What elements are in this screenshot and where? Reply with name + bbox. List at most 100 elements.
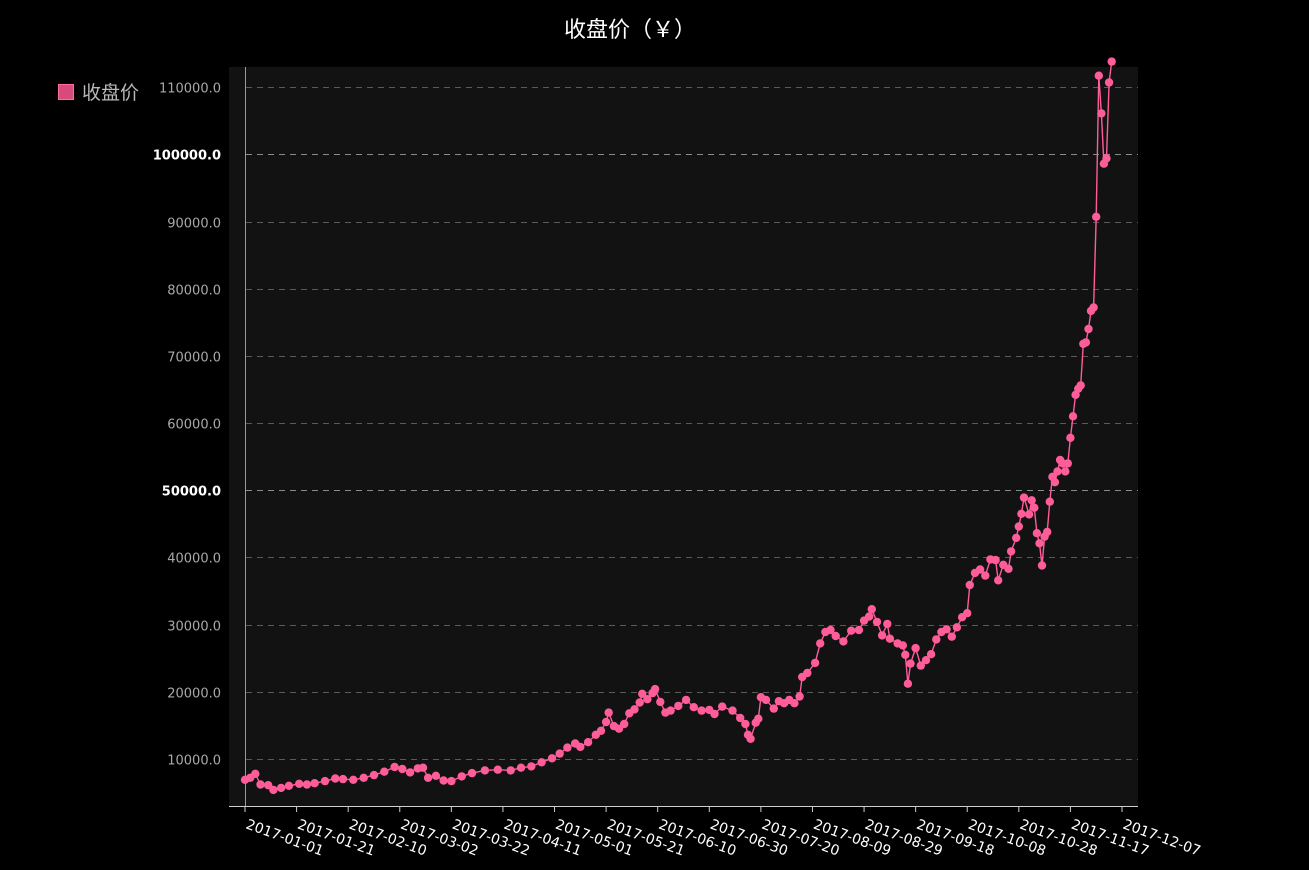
data-point[interactable]	[1043, 527, 1052, 537]
data-point[interactable]	[942, 625, 951, 634]
data-point[interactable]	[906, 659, 915, 668]
data-point[interactable]	[1027, 496, 1036, 505]
data-point[interactable]	[1092, 212, 1101, 221]
data-point[interactable]	[601, 717, 611, 727]
data-point[interactable]	[1045, 497, 1055, 506]
data-point[interactable]	[1102, 154, 1111, 163]
data-point[interactable]	[423, 773, 433, 782]
data-point[interactable]	[1006, 547, 1016, 556]
data-point[interactable]	[903, 679, 913, 688]
data-point[interactable]	[1019, 493, 1029, 502]
data-point[interactable]	[816, 639, 825, 648]
data-point[interactable]	[1024, 510, 1034, 519]
data-point[interactable]	[911, 643, 920, 653]
data-point[interactable]	[1061, 467, 1070, 476]
data-point[interactable]	[650, 684, 660, 694]
data-point[interactable]	[1097, 109, 1106, 118]
data-point[interactable]	[689, 703, 698, 712]
data-point[interactable]	[331, 774, 340, 783]
data-point[interactable]	[1094, 71, 1104, 80]
data-point[interactable]	[276, 783, 286, 793]
data-point[interactable]	[349, 775, 358, 784]
data-point[interactable]	[1035, 539, 1044, 548]
data-point[interactable]	[952, 623, 962, 632]
data-point[interactable]	[320, 776, 330, 786]
data-point[interactable]	[826, 625, 835, 635]
data-point[interactable]	[431, 771, 441, 780]
data-point[interactable]	[769, 704, 778, 713]
data-point[interactable]	[1089, 303, 1098, 312]
data-point[interactable]	[380, 767, 389, 776]
data-point[interactable]	[506, 766, 515, 775]
data-point[interactable]	[656, 697, 665, 707]
data-point[interactable]	[1084, 324, 1093, 334]
data-point[interactable]	[741, 719, 750, 729]
data-point[interactable]	[1004, 564, 1013, 573]
data-point[interactable]	[975, 565, 985, 574]
data-point[interactable]	[847, 626, 856, 635]
data-point[interactable]	[697, 706, 706, 715]
data-point[interactable]	[1012, 533, 1021, 543]
data-point[interactable]	[932, 635, 941, 644]
data-point[interactable]	[754, 714, 763, 723]
data-point[interactable]	[398, 764, 407, 774]
data-point[interactable]	[467, 768, 477, 778]
data-point[interactable]	[1017, 509, 1026, 518]
data-point[interactable]	[981, 571, 990, 580]
data-point[interactable]	[901, 650, 910, 659]
data-point[interactable]	[405, 768, 415, 777]
data-point[interactable]	[947, 632, 956, 641]
data-point[interactable]	[898, 641, 907, 650]
data-point[interactable]	[746, 734, 755, 743]
data-point[interactable]	[718, 702, 727, 711]
data-point[interactable]	[877, 631, 887, 640]
data-point[interactable]	[338, 774, 348, 784]
data-point[interactable]	[638, 689, 647, 698]
data-point[interactable]	[439, 776, 448, 785]
data-point[interactable]	[480, 766, 490, 775]
data-point[interactable]	[576, 742, 585, 752]
data-point[interactable]	[447, 776, 456, 786]
data-point[interactable]	[994, 576, 1003, 585]
data-point[interactable]	[583, 738, 593, 747]
data-point[interactable]	[359, 773, 368, 782]
data-point[interactable]	[1032, 529, 1042, 538]
data-point[interactable]	[1068, 412, 1078, 421]
data-point[interactable]	[795, 692, 804, 701]
data-point[interactable]	[1053, 467, 1062, 476]
data-point[interactable]	[1107, 57, 1116, 66]
data-point[interactable]	[1014, 522, 1023, 531]
data-point[interactable]	[854, 625, 864, 635]
data-point[interactable]	[390, 762, 399, 772]
data-point[interactable]	[620, 719, 629, 729]
data-point[interactable]	[527, 762, 536, 771]
data-point[interactable]	[302, 780, 312, 789]
data-point[interactable]	[1104, 78, 1114, 87]
data-point[interactable]	[803, 668, 812, 678]
data-point[interactable]	[991, 555, 1000, 565]
data-point[interactable]	[269, 785, 278, 795]
data-point[interactable]	[761, 695, 771, 705]
data-point[interactable]	[1081, 338, 1091, 347]
data-point[interactable]	[516, 763, 526, 772]
data-point[interactable]	[666, 706, 675, 715]
data-point[interactable]	[1030, 503, 1039, 512]
data-point[interactable]	[537, 758, 546, 767]
data-point[interactable]	[674, 701, 683, 711]
data-point[interactable]	[457, 772, 466, 781]
data-point[interactable]	[963, 609, 972, 618]
data-point[interactable]	[872, 617, 882, 627]
data-point[interactable]	[921, 656, 931, 665]
data-point[interactable]	[965, 580, 974, 590]
data-point[interactable]	[839, 637, 848, 646]
data-point[interactable]	[251, 769, 260, 778]
data-point[interactable]	[596, 726, 606, 735]
data-point[interactable]	[883, 619, 892, 629]
data-point[interactable]	[547, 754, 557, 763]
data-point[interactable]	[563, 743, 572, 752]
data-point[interactable]	[736, 713, 745, 723]
data-point[interactable]	[865, 612, 874, 621]
data-point[interactable]	[369, 770, 379, 780]
data-point[interactable]	[728, 706, 737, 715]
data-point[interactable]	[418, 763, 428, 772]
